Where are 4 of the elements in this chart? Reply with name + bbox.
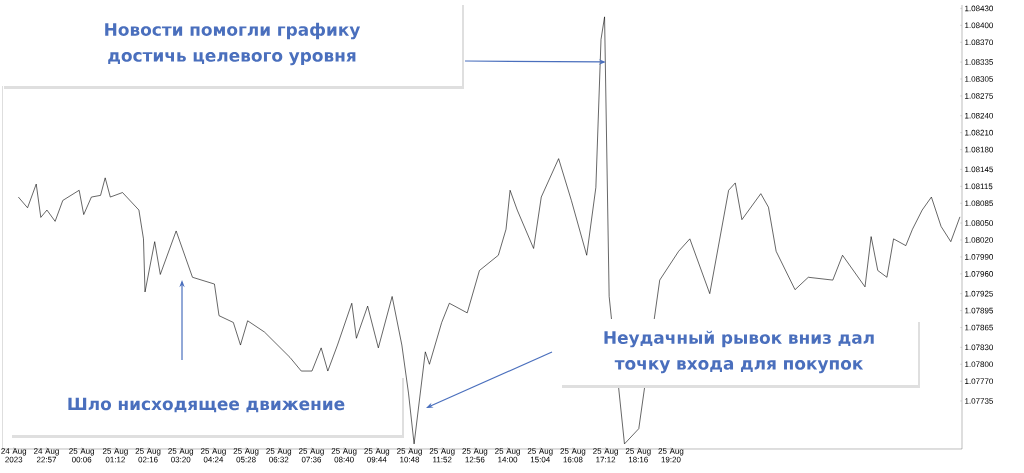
annotation: Неудачный рывок вниз дал точку входа для покупок xyxy=(604,330,874,374)
annotation: Новости помогли графику достичь целевого уровня xyxy=(105,22,361,66)
annotation: Шло нисходящее движение xyxy=(68,397,345,413)
line-series xyxy=(18,16,961,445)
